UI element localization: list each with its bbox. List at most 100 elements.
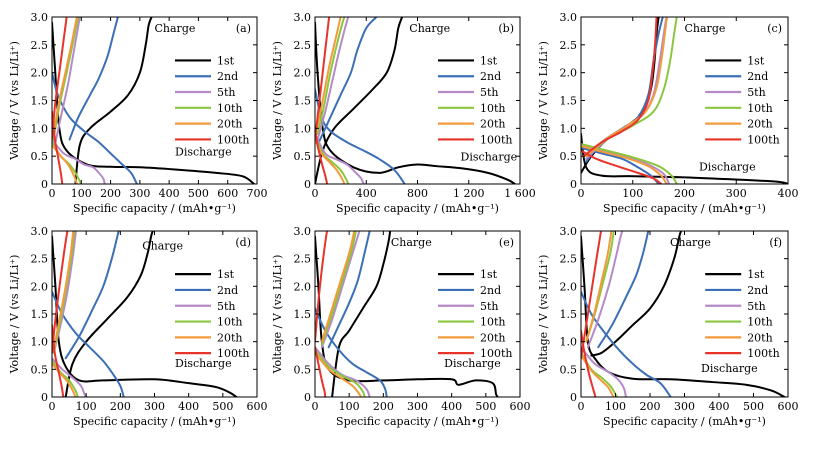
legend-label-10th: 10th [217, 316, 243, 329]
y-tick-label: 2.0 [294, 67, 312, 80]
x-tick-label: 200 [674, 187, 695, 200]
x-tick-label: 0 [49, 400, 56, 413]
x-tick-label: 400 [178, 400, 199, 413]
legend-label-100th: 100th [217, 133, 250, 146]
series-20th-charge-line [52, 231, 75, 351]
x-tick-label: 0 [312, 187, 319, 200]
x-tick-label: 500 [475, 400, 496, 413]
legend-label-100th: 100th [747, 133, 780, 146]
annotation-charge: Charge [685, 22, 726, 35]
panel-label: (a) [236, 22, 251, 35]
x-tick-label: 800 [407, 187, 428, 200]
x-tick-label: 400 [159, 187, 180, 200]
y-tick-label: 0 [304, 178, 311, 191]
legend-label-20th: 20th [217, 331, 243, 344]
x-tick-label: 1 600 [504, 187, 536, 200]
annotation-discharge: Discharge [461, 151, 518, 164]
y-tick-label: 2.0 [31, 280, 49, 293]
panel-label: (d) [235, 236, 251, 249]
y-tick-label: 1.5 [31, 95, 49, 108]
x-tick-label: 400 [356, 187, 377, 200]
y-axis-title: Voltage / V (vs Li/Li⁺) [271, 41, 284, 161]
x-tick-label: 300 [407, 400, 428, 413]
series-100th-charge-line [315, 231, 328, 343]
annotation-discharge: Discharge [175, 357, 232, 370]
series-20th-charge-line [320, 231, 356, 343]
y-tick-label: 3.0 [294, 225, 312, 238]
series-1st-charge-line [590, 231, 683, 357]
y-tick-label: 1.0 [560, 122, 578, 135]
y-tick-label: 2.5 [560, 253, 578, 266]
x-tick-label: 100 [605, 400, 626, 413]
series-100th-charge-line [581, 231, 603, 360]
series-10th-charge-line [320, 231, 357, 346]
y-tick-label: 1.5 [294, 308, 312, 321]
panel-label: (e) [499, 236, 514, 249]
x-axis-title: Specific capacity / (mAh•g⁻¹) [73, 415, 236, 428]
y-tick-label: 1.5 [560, 95, 578, 108]
x-tick-label: 600 [510, 400, 531, 413]
legend-label-20th: 20th [480, 118, 506, 131]
x-tick-label: 0 [49, 187, 56, 200]
series-5th-discharge-line [581, 144, 670, 184]
x-axis-title: Specific capacity / (mAh•g⁻¹) [336, 415, 499, 428]
series-100th-charge-line [52, 17, 68, 141]
chart-panel-2: 0 100 200 300 400 0 0.5 1.0 1.5 2.0 2.5 3.0 Specific… [537, 11, 799, 215]
y-tick-label: 0.5 [560, 363, 578, 376]
legend-label-5th: 5th [217, 86, 236, 99]
series-5th-discharge-line [52, 357, 88, 397]
legend-label-20th: 20th [747, 118, 773, 131]
x-tick-label: 300 [726, 187, 747, 200]
x-tick-label: 100 [71, 187, 92, 200]
legend-label-5th: 5th [480, 86, 499, 99]
legend-label-10th: 10th [747, 316, 773, 329]
plot-frame [580, 16, 789, 185]
x-tick-label: 500 [212, 400, 233, 413]
y-tick-label: 1.0 [294, 122, 312, 135]
legend-label-2nd: 2nd [217, 284, 238, 297]
legend-label-1st: 1st [217, 54, 235, 67]
y-tick-label: 1.5 [294, 95, 312, 108]
series-2nd-charge-line [327, 231, 371, 349]
series-1st-charge-line [331, 231, 392, 397]
y-tick-label: 3.0 [31, 225, 49, 238]
series-20th-charge-line [585, 231, 613, 343]
y-tick-label: 2.0 [560, 280, 578, 293]
series-20th-discharge-line [315, 138, 346, 184]
x-tick-label: 400 [709, 400, 730, 413]
series-1st-discharge-line [315, 21, 516, 184]
plot-frame [314, 230, 521, 398]
series-2nd-discharge-line [581, 146, 660, 184]
x-tick-label: 100 [339, 400, 360, 413]
series-100th-charge-line [582, 17, 658, 158]
x-tick-label: 200 [110, 400, 131, 413]
y-tick-label: 0.5 [294, 150, 312, 163]
x-tick-label: 500 [743, 400, 764, 413]
panel-label: (f) [769, 236, 782, 249]
series-5th-discharge-line [52, 138, 106, 184]
series-20th-charge-line [52, 17, 78, 135]
series-20th-discharge-line [581, 354, 615, 397]
chart-panel-0: 0 100 200 300 400 500 600 700 0 0.5 1.0 1.5 2.0 2.5 3.… [8, 11, 268, 215]
x-tick-label: 600 [247, 400, 268, 413]
series-10th-charge-line [316, 17, 346, 135]
x-tick-label: 300 [674, 400, 695, 413]
legend-label-10th: 10th [480, 316, 506, 329]
series-20th-charge-line [585, 17, 668, 158]
legend-label-5th: 5th [217, 300, 236, 313]
y-tick-label: 0.5 [294, 363, 312, 376]
y-tick-label: 0 [41, 391, 48, 404]
annotation-discharge: Discharge [175, 146, 232, 159]
series-20th-discharge-line [581, 145, 668, 184]
panel-label: (c) [767, 22, 782, 35]
x-tick-label: 0 [578, 400, 585, 413]
series-2nd-discharge-line [581, 290, 672, 397]
legend-label-100th: 100th [480, 347, 513, 360]
legend-label-20th: 20th [480, 331, 506, 344]
legend-label-100th: 100th [480, 133, 513, 146]
x-tick-label: 400 [778, 187, 799, 200]
legend-label-5th: 5th [480, 300, 499, 313]
legend-label-1st: 1st [480, 268, 498, 281]
y-tick-label: 0 [570, 178, 577, 191]
